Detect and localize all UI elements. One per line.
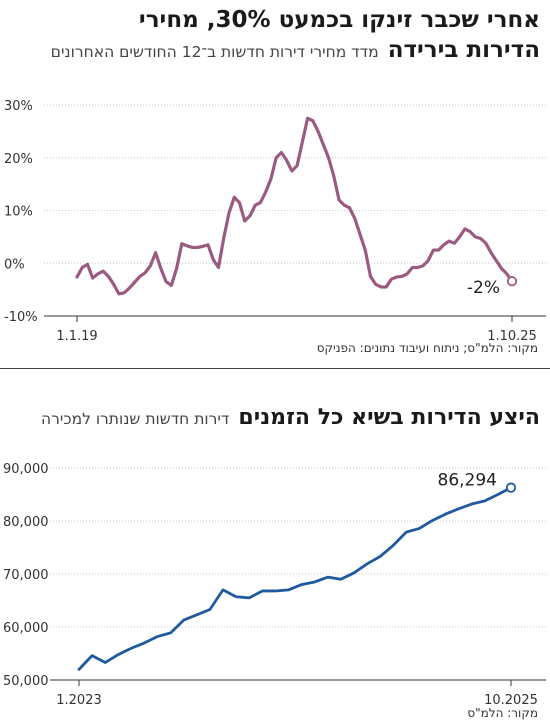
y-tick-label: 90,000: [3, 462, 49, 477]
y-tick-label: 50,000: [3, 674, 49, 689]
series-line: [75, 116, 514, 296]
x-tick-label: 1.2023: [56, 693, 102, 708]
x-tick-label: 1.1.19: [56, 329, 97, 344]
y-tick-label: 70,000: [3, 568, 49, 583]
y-tick-label: 0%: [4, 257, 25, 272]
chart2-title: היצע הדירות בשיא כל הזמנים: [238, 405, 540, 430]
chart1-subtitle: מדד מחירי דירות חדשות ב־12 החודשים האחרו…: [50, 43, 379, 61]
x-tick-label: 1.10.25: [487, 329, 537, 344]
chart1-plot: 30% 20% 10% 0% -10% 1.1.19 1.10.25 -2%: [4, 99, 546, 344]
chart1-title-row: הדירות בירידה מדד מחירי דירות חדשות ב־12…: [10, 36, 540, 67]
y-tick-label: -10%: [4, 310, 38, 325]
end-point-marker: [506, 276, 518, 287]
series-line: [77, 486, 513, 671]
chart2-subtitle: דירות חדשות שנותרו למכירה: [41, 410, 230, 428]
chart2-source: מקור: הלמ"ס: [467, 706, 538, 720]
chart1-headline: אחרי שכבר זינקו בכמעט 30%, מחירי: [10, 6, 540, 35]
x-tick-label: 10.2025: [484, 693, 538, 708]
chart2-end-label: 86,294: [438, 471, 497, 491]
chart1-source: מקור: הלמ"ס; ניתוח ועיבוד נתונים: הפניקס: [316, 341, 538, 355]
chart1-headline-line2: הדירות בירידה: [387, 37, 540, 63]
y-tick-label: 60,000: [3, 621, 49, 636]
end-point-marker: [505, 482, 517, 493]
y-tick-label: 80,000: [3, 515, 49, 530]
chart2-title-row: היצע הדירות בשיא כל הזמנים דירות חדשות ש…: [0, 404, 540, 433]
chart1-end-label: -2%: [467, 278, 500, 298]
y-tick-label: 20%: [4, 152, 33, 167]
chart1-headline-line1: אחרי שכבר זינקו בכמעט 30%, מחירי: [138, 7, 540, 33]
chart2-plot: 90,000 80,000 70,000 60,000 50,000 1.2023 10.2…: [3, 462, 546, 708]
y-tick-label: 30%: [4, 99, 33, 114]
section-divider: [0, 368, 550, 369]
y-tick-label: 10%: [4, 205, 33, 220]
